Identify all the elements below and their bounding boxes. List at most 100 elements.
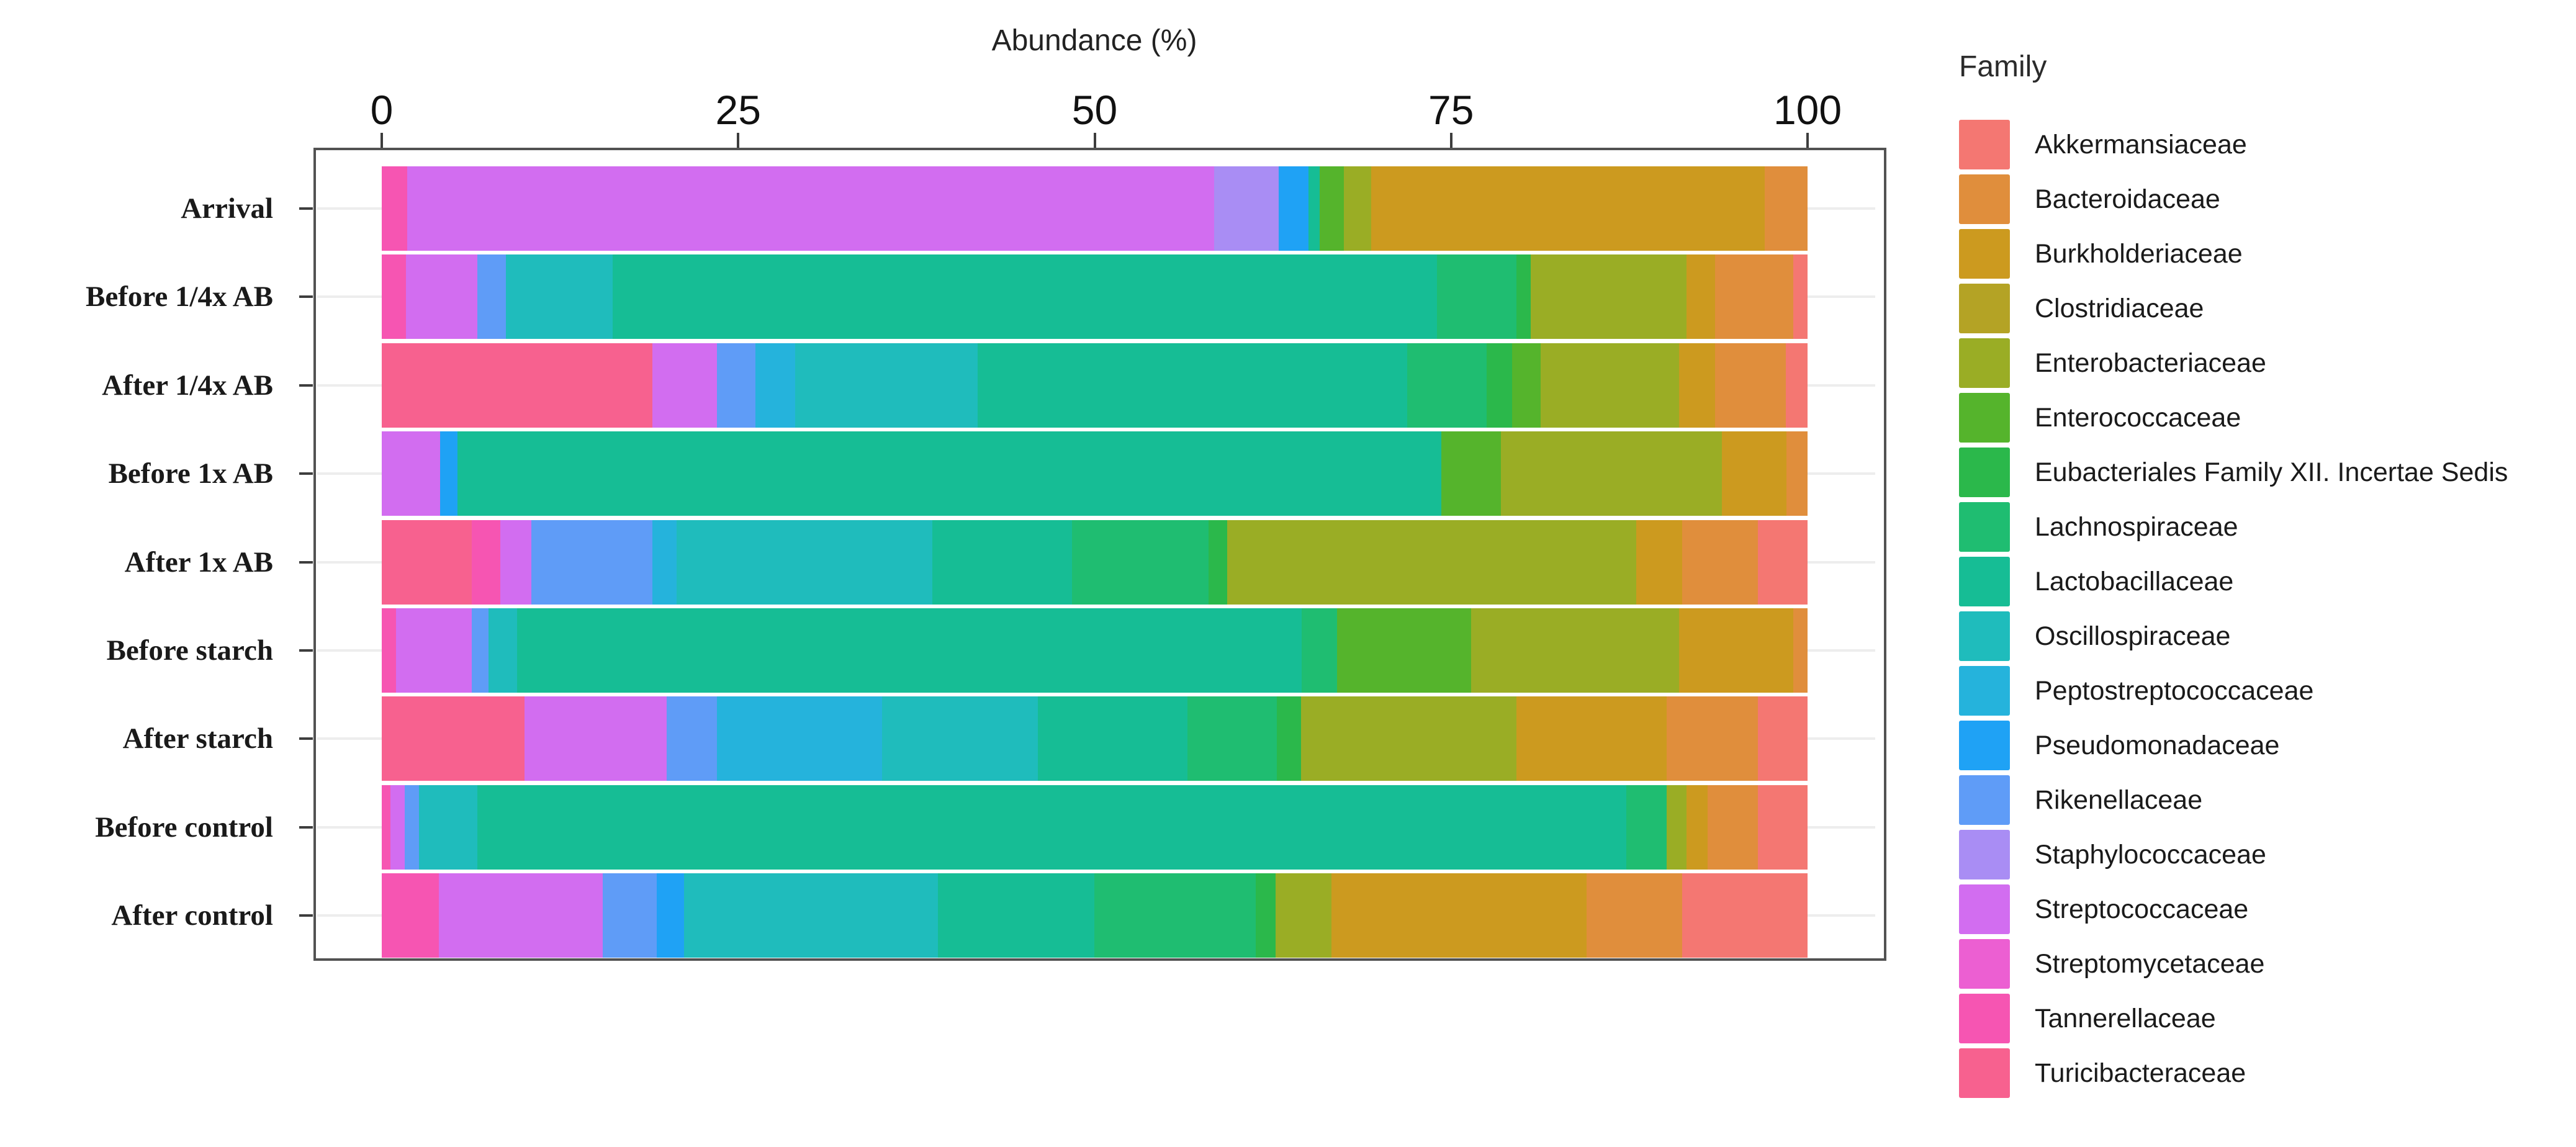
- bar-segment-burkholderiaceae: [1679, 343, 1715, 428]
- bar-segment-burkholderiaceae: [1686, 254, 1715, 340]
- bar-segment-streptococcaceae: [407, 166, 1215, 251]
- bar-segment-streptococcaceae: [524, 696, 667, 781]
- bar-segment-lactobacillaceae: [1037, 696, 1187, 781]
- legend: Family Akkermansiaceae Bacteroidaceae Burk…: [1959, 50, 2574, 1098]
- legend-item-label: Streptomycetaceae: [2035, 948, 2265, 979]
- bar-strip: [382, 254, 1808, 340]
- legend-swatch: [1959, 1048, 2010, 1098]
- legend-item-label: Enterobacteriaceae: [2035, 348, 2266, 378]
- legend-swatch: [1959, 502, 2010, 552]
- bar-segment-oscillospiraceae: [677, 520, 932, 605]
- bar-segment-rikenellaceae: [603, 873, 657, 958]
- legend-item: Akkermansiaceae: [1959, 120, 2574, 169]
- bar-segment-tannerellaceae: [382, 873, 439, 958]
- legend-item: Enterobacteriaceae: [1959, 338, 2574, 388]
- bar-segment-tannerellaceae: [382, 254, 407, 340]
- x-axis-tick-label: 0: [370, 87, 394, 133]
- legend-item-label: Turicibacteraceae: [2035, 1058, 2246, 1088]
- legend-swatch: [1959, 120, 2010, 169]
- legend-swatch: [1959, 284, 2010, 333]
- bar-segment-lactobacillaceae: [937, 873, 1095, 958]
- legend-item-label: Lactobacillaceae: [2035, 566, 2234, 596]
- bar-strip: [382, 343, 1808, 428]
- row-label: Before starch: [0, 608, 304, 693]
- legend-swatch: [1959, 174, 2010, 224]
- bar-segment-enterobacteriaceae: [1227, 520, 1637, 605]
- bar-segment-enterococcaceae: [1320, 166, 1344, 251]
- bar-strip: [382, 431, 1808, 516]
- bar-strip: [382, 873, 1808, 958]
- bar-row: [382, 696, 1808, 781]
- bar-row: [382, 785, 1808, 870]
- bar-segment-eubacteriales: [1209, 520, 1228, 605]
- bar-row: [382, 873, 1808, 958]
- legend-item: Peptostreptococcaceae: [1959, 666, 2574, 716]
- legend-item-label: Streptococcaceae: [2035, 894, 2249, 924]
- bar-segment-lactobacillaceae: [1308, 166, 1320, 251]
- bar-segment-lachnospiraceae: [1301, 608, 1337, 693]
- bar-segment-pseudomonadaceae: [440, 431, 457, 516]
- bar-segment-enterobacteriaceae: [1541, 343, 1680, 428]
- bar-segment-oscillospiraceae: [882, 696, 1038, 781]
- legend-item-label: Lachnospiraceae: [2035, 511, 2238, 542]
- bar-segment-streptococcaceae: [395, 608, 472, 693]
- row-label: After 1/4x AB: [0, 343, 304, 428]
- legend-item: Rikenellaceae: [1959, 775, 2574, 825]
- bar-segment-oscillospiraceae: [418, 785, 477, 870]
- x-axis-tick-label: 50: [1071, 87, 1118, 133]
- bar-row: [382, 254, 1808, 340]
- bar-segment-burkholderiaceae: [1722, 431, 1786, 516]
- bar-segment-rikenellaceae: [477, 254, 506, 340]
- legend-item-label: Clostridiaceae: [2035, 293, 2204, 323]
- bar-segment-burkholderiaceae: [1516, 696, 1667, 781]
- bar-segment-oscillospiraceae: [683, 873, 938, 958]
- legend-swatch: [1959, 229, 2010, 279]
- legend-item-label: Akkermansiaceae: [2035, 129, 2247, 160]
- bar-segment-enterobacteriaceae: [1501, 431, 1723, 516]
- row-label: Before 1/4x AB: [0, 254, 304, 339]
- bar-segment-bacteroidaceae: [1708, 785, 1758, 870]
- bar-segment-bacteroidaceae: [1666, 696, 1758, 781]
- bar-segment-lachnospiraceae: [1436, 254, 1517, 340]
- legend-swatch: [1959, 448, 2010, 497]
- legend-item: Staphylococcaceae: [1959, 830, 2574, 879]
- bar-segment-rikenellaceae: [471, 608, 489, 693]
- bar-segment-lachnospiraceae: [1071, 520, 1209, 605]
- bar-segment-enterococcaceae: [1336, 608, 1471, 693]
- bar-segment-eubacteriales: [1256, 873, 1276, 958]
- bar-segment-lactobacillaceae: [613, 254, 1437, 340]
- bar-segment-akkermansiaceae: [1757, 696, 1808, 781]
- legend-item-label: Pseudomonadaceae: [2035, 730, 2280, 760]
- bar-segment-tannerellaceae: [382, 166, 408, 251]
- plot-panel: [313, 148, 1886, 961]
- bar-segment-bacteroidaceae: [1786, 431, 1808, 516]
- bar-segment-oscillospiraceae: [505, 254, 613, 340]
- bar-segment-rikenellaceae: [531, 520, 653, 605]
- legend-item: Streptococcaceae: [1959, 884, 2574, 934]
- bar-segment-burkholderiaceae: [1371, 166, 1765, 251]
- x-axis-title: Abundance (%): [991, 24, 1197, 57]
- legend-swatch: [1959, 721, 2010, 770]
- bar-segment-oscillospiraceae: [489, 608, 518, 693]
- legend-swatch: [1959, 393, 2010, 443]
- legend-item: Enterococcaceae: [1959, 393, 2574, 443]
- bar-segment-bacteroidaceae: [1765, 166, 1808, 251]
- bar-segment-eubacteriales: [1487, 343, 1513, 428]
- bar-segment-streptococcaceae: [382, 431, 441, 516]
- legend-swatch: [1959, 775, 2010, 825]
- legend-item: Clostridiaceae: [1959, 284, 2574, 333]
- bar-segment-akkermansiaceae: [1682, 873, 1808, 958]
- legend-item: Tannerellaceae: [1959, 994, 2574, 1043]
- x-axis-tick: [737, 133, 740, 148]
- bar-segment-bacteroidaceae: [1714, 343, 1786, 428]
- bar-segment-bacteroidaceae: [1682, 520, 1758, 605]
- legend-title: Family: [1959, 50, 2047, 83]
- legend-swatch: [1959, 884, 2010, 934]
- bar-segment-burkholderiaceae: [1331, 873, 1587, 958]
- bar-segment-burkholderiaceae: [1686, 785, 1708, 870]
- bar-segment-rikenellaceae: [404, 785, 419, 870]
- bar-segment-pseudomonadaceae: [657, 873, 684, 958]
- bar-segment-turicibacteraceae: [382, 343, 653, 428]
- bar-segment-enterobacteriaceae: [1470, 608, 1680, 693]
